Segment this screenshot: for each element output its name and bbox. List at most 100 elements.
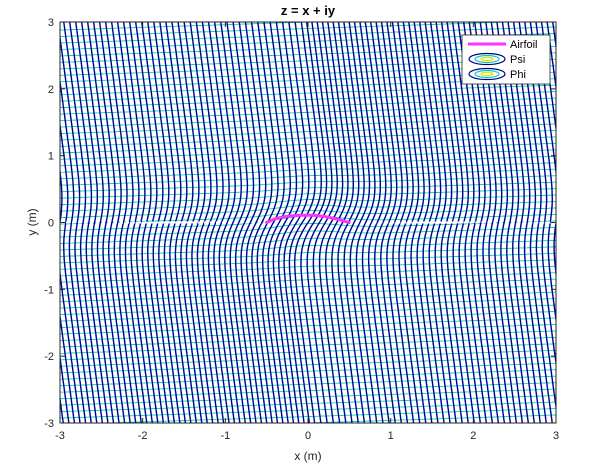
phi-contour-line: [474, 22, 512, 423]
psi-contour-line: [60, 330, 556, 348]
phi-contour-line: [207, 22, 236, 423]
psi-contour-line: [60, 356, 556, 374]
x-tick-label: 2: [470, 430, 476, 442]
legend-ellipse-outer: [468, 67, 506, 81]
legend-phi-label: Phi: [510, 69, 526, 81]
contour-field: [60, 22, 599, 423]
phi-contour-line: [267, 22, 291, 423]
phi-contour-line: [586, 22, 599, 423]
legend-ellipse-inner: [480, 56, 494, 62]
x-tick-label: 1: [388, 430, 394, 442]
phi-contour-line: [63, 22, 104, 423]
y-tick-label: 1: [48, 151, 54, 163]
legend-ellipse-outer: [468, 52, 506, 66]
phi-contour-line: [479, 22, 518, 423]
phi-contour-line: [220, 22, 246, 423]
psi-contour-line: [60, 136, 556, 154]
phi-contour-line: [564, 22, 599, 423]
psi-contour-line: [60, 291, 556, 309]
y-tick-label: 2: [48, 84, 54, 96]
y-tick-label: -3: [44, 418, 54, 430]
x-axis-label: x (m): [294, 449, 321, 463]
psi-contour-line: [60, 97, 556, 115]
airfoil-point: [323, 215, 326, 218]
phi-contour-line: [558, 22, 599, 423]
phi-contour-line: [359, 22, 384, 423]
phi-contour-line: [552, 22, 556, 52]
psi-contour-line: [60, 117, 556, 134]
phi-contour-line: [463, 22, 500, 423]
y-tick-label: -1: [44, 284, 54, 296]
phi-contour-line: [60, 32, 98, 423]
phi-contour-line: [69, 22, 109, 423]
phi-contour-line: [331, 22, 354, 423]
phi-contour-line: [60, 311, 76, 423]
airfoil-point: [265, 221, 268, 224]
phi-contour-line: [457, 22, 494, 423]
x-tick-label: 3: [553, 430, 559, 442]
phi-contour-line: [214, 22, 241, 423]
phi-contour-line: [226, 22, 252, 423]
airfoil-point: [315, 214, 318, 217]
legend: Airfoil Psi Phi: [461, 34, 551, 85]
phi-contour-line: [306, 22, 333, 423]
y-tick-label: 3: [48, 17, 54, 29]
airfoil-point: [339, 219, 343, 222]
phi-contour-line: [293, 22, 323, 423]
phi-contour-line: [288, 22, 316, 423]
airfoil-point: [306, 213, 310, 217]
phi-contour-line: [318, 22, 344, 423]
psi-contour-line: [60, 311, 556, 328]
phi-contour-line: [535, 22, 556, 280]
phi-contour-line: [60, 120, 87, 423]
x-tick-label: -2: [138, 430, 148, 442]
psi-contour-line: [60, 259, 556, 277]
x-tick-label: -1: [220, 430, 230, 442]
phi-contour-line: [312, 22, 338, 423]
legend-ellipse-middle: [474, 69, 500, 79]
phi-contour-line: [283, 22, 310, 423]
phi-contour-line: [238, 22, 263, 423]
phi-contour-line: [262, 22, 285, 423]
phi-contour-line: [512, 22, 553, 423]
legend-airfoil-label: Airfoil: [510, 39, 538, 51]
airfoil-point: [282, 215, 285, 218]
x-tick-label: -3: [55, 430, 65, 442]
airfoil-point: [298, 214, 301, 217]
phi-contour-line: [300, 22, 328, 423]
phi-contour-line: [98, 22, 137, 423]
phi-contour-line: [353, 22, 378, 423]
airfoil-layer: [265, 213, 351, 224]
phi-contour-line: [592, 22, 599, 423]
phi-contour-line: [325, 22, 349, 423]
airfoil-point: [348, 221, 351, 224]
phi-contours: [60, 22, 599, 423]
psi-contour-line: [60, 123, 556, 141]
airfoil-point: [331, 217, 334, 220]
legend-ellipse-middle: [474, 54, 500, 64]
chart-title: z = x + iy: [281, 3, 336, 18]
legend-phi-swatch: [468, 67, 506, 81]
phi-contour-line: [232, 22, 257, 423]
phi-contour-line: [87, 22, 126, 423]
phi-contour-line: [468, 22, 506, 423]
x-tick-label: 0: [305, 430, 311, 442]
phi-contour-line: [364, 22, 390, 423]
legend-ellipse-inner: [480, 71, 494, 77]
phi-contour-line: [485, 22, 524, 423]
phi-contour-line: [490, 22, 529, 423]
phi-contour-line: [60, 165, 81, 423]
phi-contour-line: [540, 22, 556, 134]
phi-contour-line: [250, 22, 273, 423]
phi-contour-line: [380, 22, 409, 423]
phi-contour-line: [244, 22, 268, 423]
y-tick-label: 0: [48, 218, 54, 230]
phi-contour-line: [104, 22, 142, 423]
phi-contour-line: [75, 22, 115, 423]
psi-contour-line: [60, 304, 556, 322]
legend-psi-swatch: [468, 52, 506, 66]
phi-contour-line: [81, 22, 120, 423]
phi-contour-line: [518, 22, 556, 413]
phi-contour-line: [375, 22, 402, 423]
phi-contour-line: [92, 22, 131, 423]
